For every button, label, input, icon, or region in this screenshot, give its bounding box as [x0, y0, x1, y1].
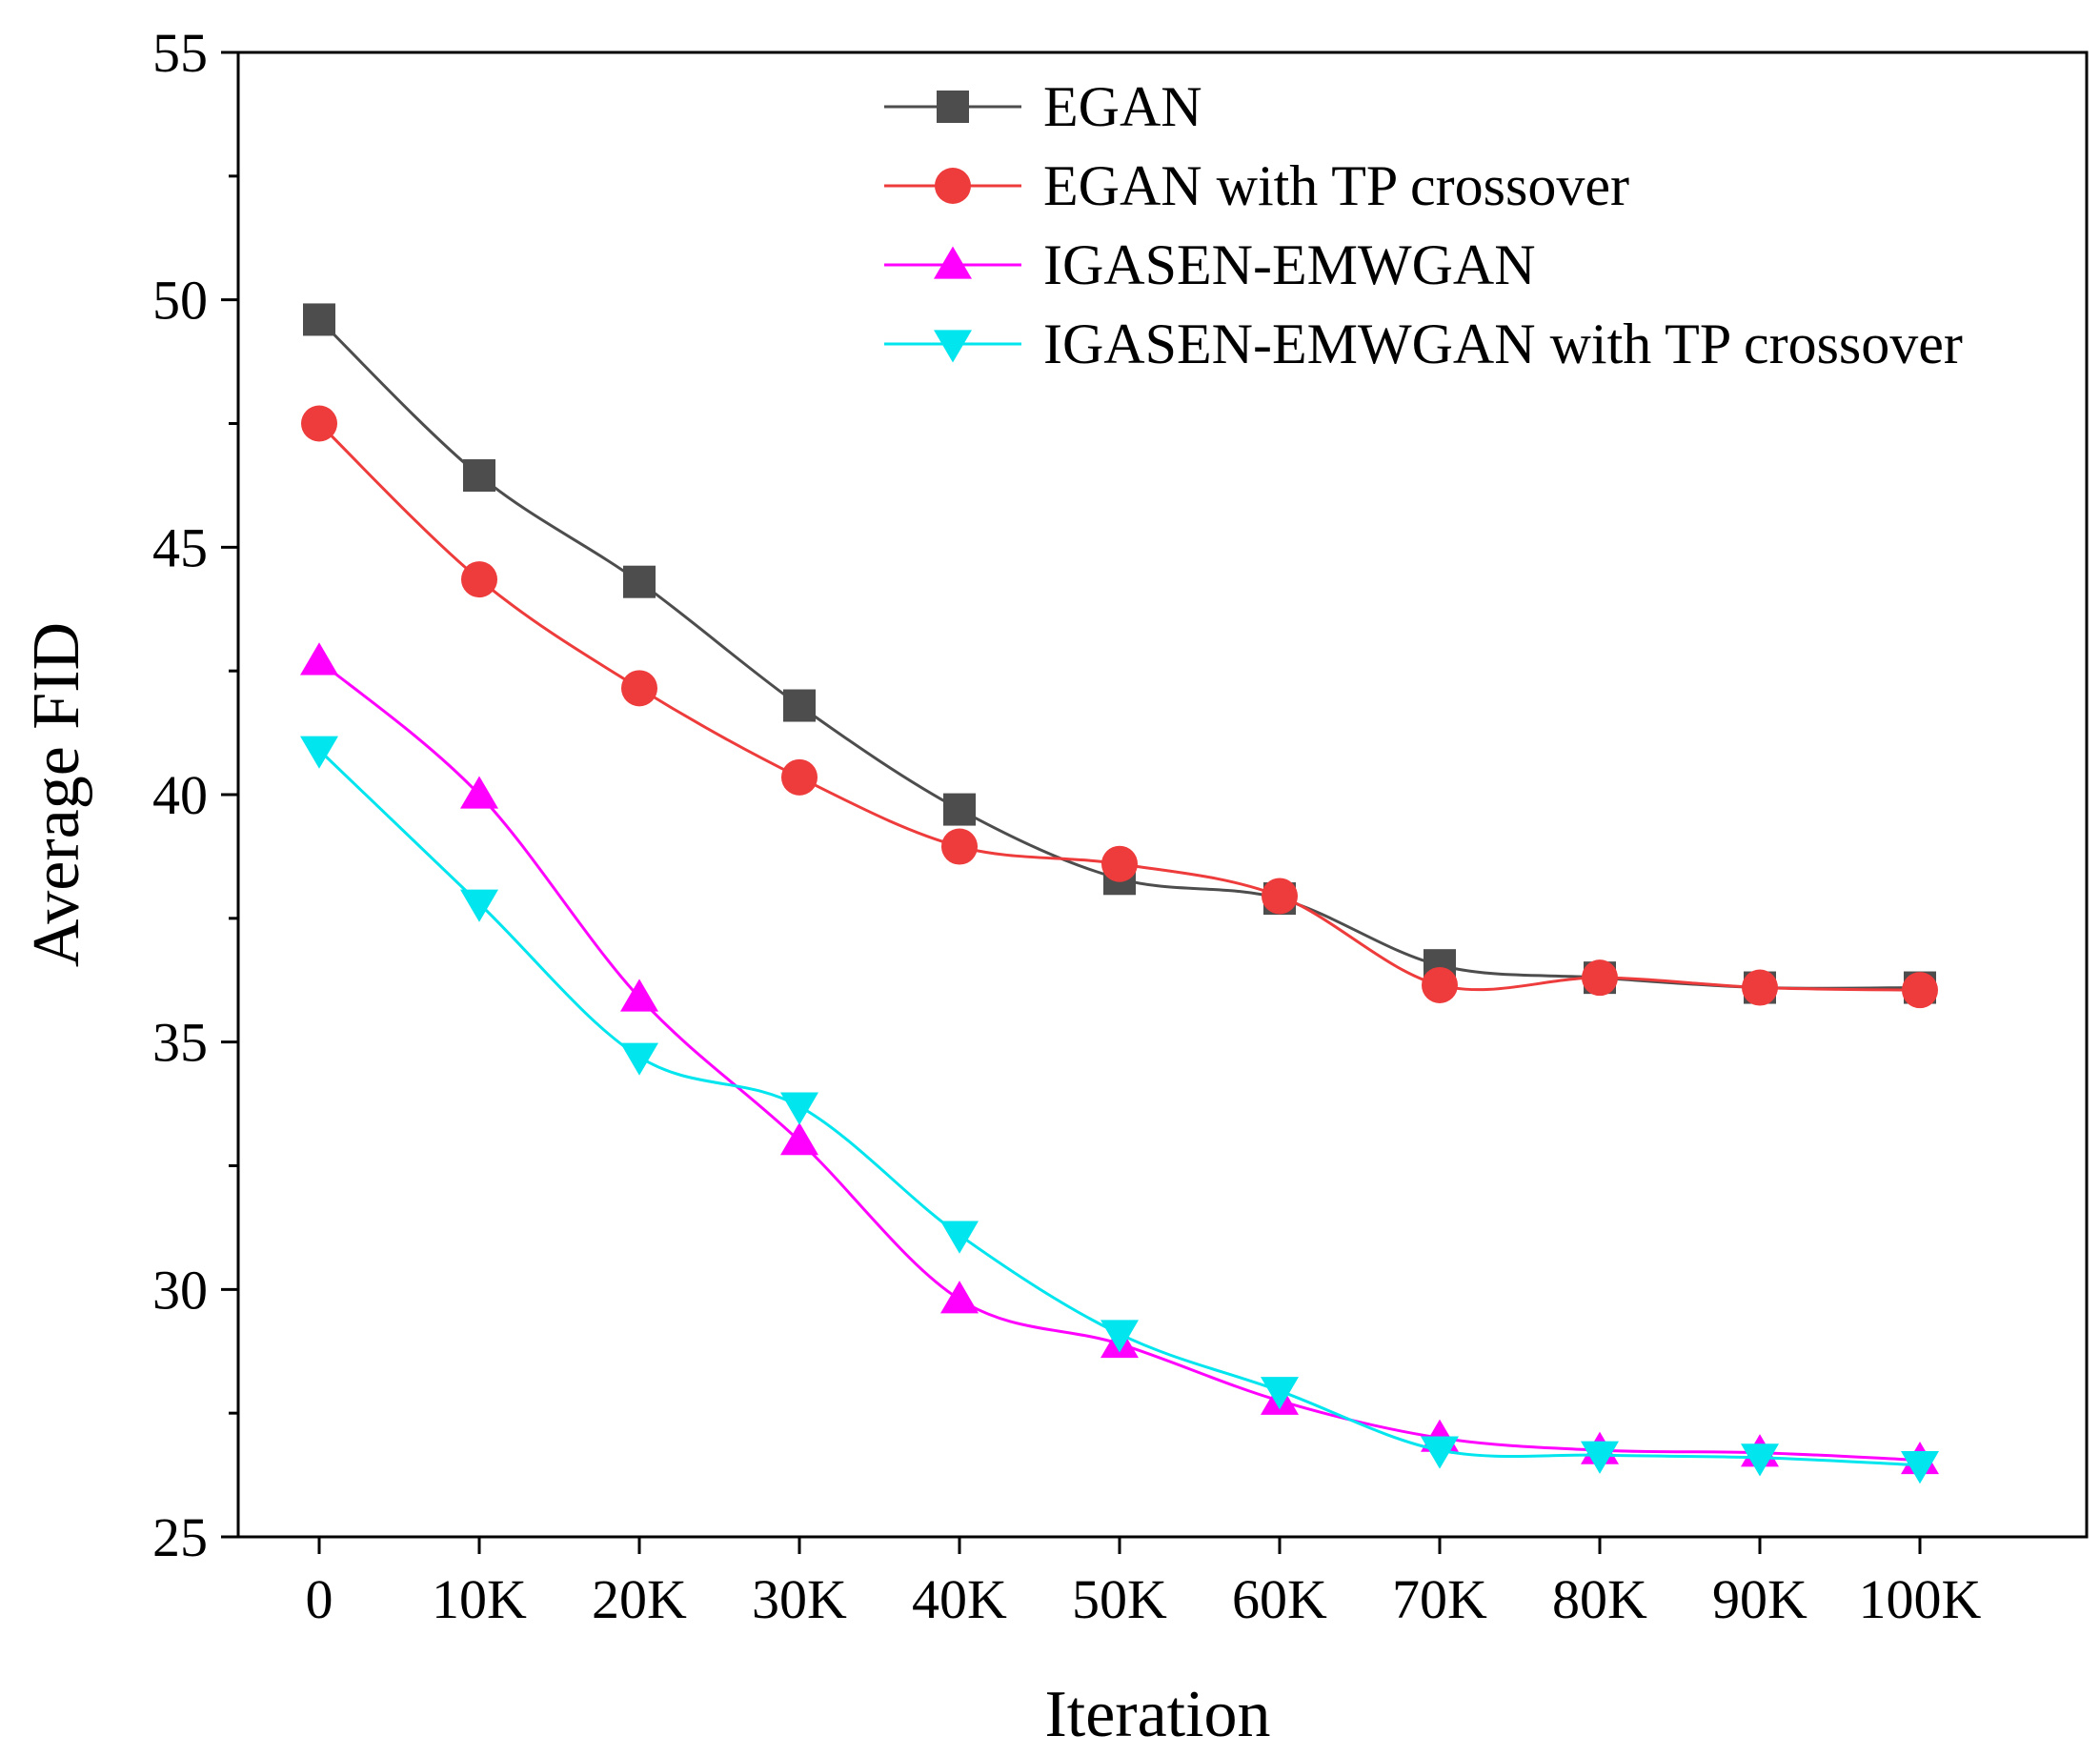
legend-label: IGASEN-EMWGAN with TP crossover: [1043, 313, 1963, 375]
y-tick-label: 55: [152, 22, 208, 84]
data-point: [460, 776, 498, 809]
data-point: [463, 459, 495, 493]
data-point: [780, 1092, 818, 1125]
x-tick-label: 0: [306, 1568, 333, 1630]
series-1: [301, 405, 1938, 1009]
data-point: [780, 1121, 818, 1156]
data-point: [620, 979, 658, 1012]
y-tick-label: 40: [152, 764, 208, 826]
data-point: [460, 889, 498, 922]
data-point: [300, 642, 338, 676]
series-line: [317, 749, 1921, 1467]
data-point: [1741, 1443, 1779, 1477]
x-axis-title: Iteration: [1044, 1678, 1270, 1751]
x-tick-label: 20K: [592, 1568, 687, 1630]
data-point: [943, 793, 976, 826]
y-axis-title: Average FID: [20, 622, 93, 967]
y-tick-label: 30: [152, 1259, 208, 1321]
x-tick-label: 30K: [752, 1568, 847, 1630]
y-tick-label: 25: [152, 1506, 208, 1568]
x-tick-label: 50K: [1072, 1568, 1167, 1630]
data-point: [621, 670, 657, 707]
data-point: [1100, 1320, 1139, 1353]
legend-item: EGAN: [884, 75, 1202, 138]
data-point: [1582, 959, 1618, 997]
x-axis: 0 10K 20K 30K 40K 50K 60K 70K 80K 90K 100K: [306, 1537, 1982, 1630]
legend-item: IGASEN-EMWGAN with TP crossover: [884, 313, 1963, 375]
data-point: [1902, 972, 1938, 1009]
data-point: [783, 689, 816, 722]
legend: EGAN EGAN with TP crossover IGASEN-EMWGAN I…: [884, 75, 1963, 375]
data-point: [1101, 845, 1138, 882]
x-tick-label: 90K: [1712, 1568, 1807, 1630]
data-point: [941, 828, 978, 865]
data-point: [301, 405, 337, 442]
series-line: [318, 659, 1921, 1462]
x-tick-label: 100K: [1859, 1568, 1982, 1630]
legend-item: EGAN with TP crossover: [884, 154, 1629, 217]
x-tick-label: 10K: [432, 1568, 527, 1630]
y-tick-label: 45: [152, 516, 208, 578]
legend-label: EGAN: [1043, 75, 1202, 138]
data-point: [1422, 966, 1458, 1003]
data-point: [1901, 1451, 1939, 1484]
data-point: [303, 303, 335, 336]
x-tick-label: 80K: [1552, 1568, 1647, 1630]
data-point: [1581, 1441, 1619, 1474]
data-point: [1262, 878, 1298, 915]
x-tick-label: 60K: [1232, 1568, 1327, 1630]
y-tick-label: 50: [152, 270, 208, 332]
data-point: [620, 1042, 658, 1076]
data-point: [940, 1281, 979, 1314]
series-3: [300, 736, 1939, 1484]
legend-marker: [934, 246, 972, 279]
x-tick-label: 70K: [1392, 1568, 1487, 1630]
data-point: [940, 1221, 979, 1254]
legend-item: IGASEN-EMWGAN: [884, 233, 1536, 296]
legend-label: EGAN with TP crossover: [1043, 154, 1629, 217]
legend-marker: [935, 168, 971, 204]
legend-marker: [934, 330, 972, 363]
data-point: [1261, 1377, 1299, 1410]
data-point: [1742, 969, 1778, 1006]
data-point: [623, 565, 656, 598]
x-tick-label: 40K: [912, 1568, 1007, 1630]
legend-marker: [937, 91, 969, 123]
series-layer: [300, 303, 1939, 1484]
data-point: [1421, 1436, 1459, 1469]
y-tick-label: 35: [152, 1012, 208, 1074]
data-point: [781, 758, 818, 796]
legend-label: IGASEN-EMWGAN: [1043, 233, 1536, 296]
data-point: [461, 561, 497, 598]
series-line: [317, 422, 1921, 992]
series-0: [303, 303, 1936, 1004]
y-axis: 25 30 35 40 45 50 55: [152, 22, 238, 1568]
data-point: [300, 736, 338, 769]
